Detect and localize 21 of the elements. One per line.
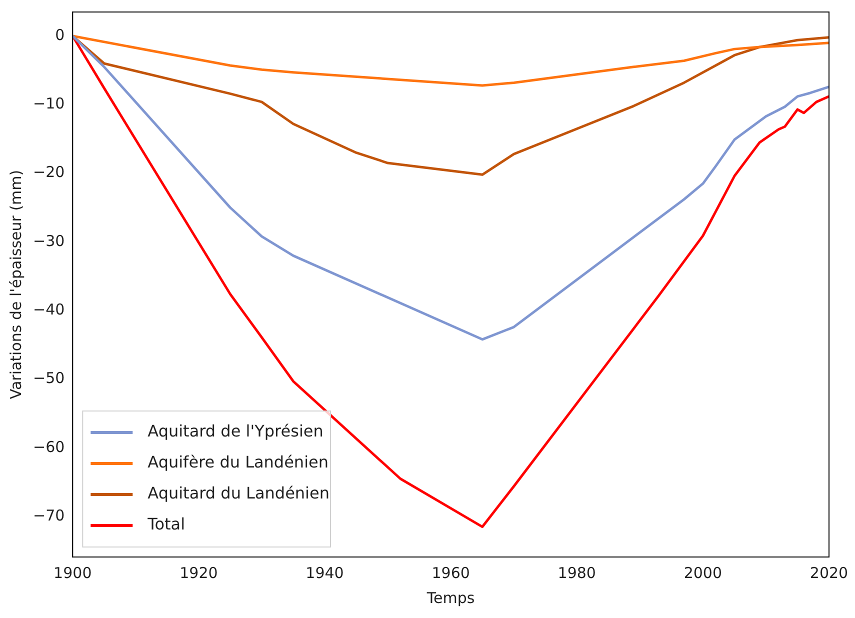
- legend-label: Total: [146, 514, 186, 534]
- y-tick-label: −60: [33, 438, 65, 456]
- x-tick-label: 1960: [432, 564, 470, 582]
- y-tick-label: −20: [33, 163, 65, 182]
- legend-label: Aquitard de l'Yprésien: [148, 422, 324, 441]
- x-tick-label: 2020: [810, 564, 848, 582]
- x-tick-label: 1980: [558, 564, 596, 582]
- y-tick-label: −40: [33, 300, 65, 318]
- x-tick-label: 1900: [54, 564, 92, 582]
- y-tick-label: 0: [55, 26, 65, 44]
- y-tick-label: −30: [33, 232, 65, 250]
- x-axis-title: Temps: [426, 588, 475, 607]
- legend-label: Aquifère du Landénien: [148, 452, 329, 472]
- legend-label: Aquitard du Landénien: [148, 484, 330, 503]
- x-tick-label: 1920: [180, 564, 218, 582]
- y-tick-label: −70: [33, 506, 65, 524]
- x-tick-label: 2000: [684, 564, 722, 582]
- x-tick-label: 1940: [306, 564, 344, 582]
- y-tick-label: −50: [33, 369, 65, 388]
- y-axis-title: Variations de l'épaisseur (mm): [6, 170, 25, 400]
- y-tick-label: −10: [33, 94, 65, 113]
